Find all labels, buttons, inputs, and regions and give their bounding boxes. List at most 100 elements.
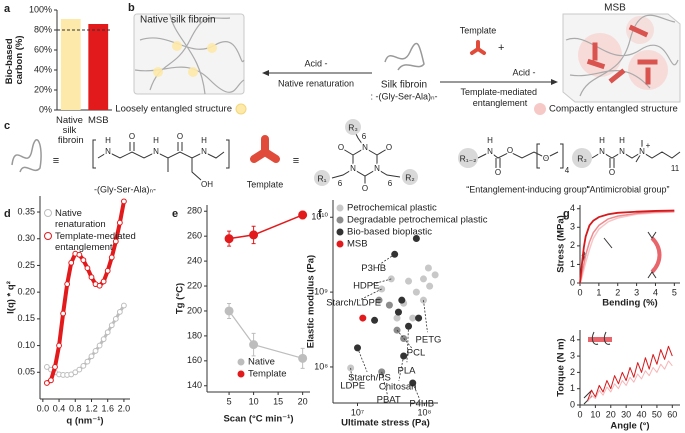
data-point <box>88 274 95 281</box>
y-tick-label: 0% <box>39 104 52 114</box>
atom-label: H <box>153 136 159 145</box>
annotation: PCL <box>407 348 425 359</box>
atom-label: + <box>646 141 651 150</box>
legend-marker <box>336 216 344 224</box>
data-point <box>249 340 259 350</box>
category-label: Native silk fibroin <box>56 115 86 146</box>
data-point <box>375 296 383 304</box>
r-label: R₂ <box>405 172 414 182</box>
x-tick-label: 1.6 <box>101 403 114 413</box>
data-point <box>80 257 87 264</box>
annotation-leader <box>423 300 428 333</box>
y-tick-label: 0.30 <box>17 233 35 243</box>
template-icon <box>250 135 280 163</box>
y-tick-label: 0.25 <box>17 260 35 270</box>
x-axis-label: Bending (%) <box>602 298 657 309</box>
atom-label: N <box>350 164 356 173</box>
data-point <box>108 322 115 329</box>
panel-letter: g <box>563 208 570 220</box>
data-point <box>43 380 50 386</box>
data-point <box>108 254 115 261</box>
series-line <box>579 210 675 284</box>
atom-label: O <box>495 168 501 177</box>
data-point <box>84 358 91 365</box>
x-tick-label: 10⁷ <box>351 407 364 417</box>
data-point <box>76 251 83 258</box>
data-point <box>298 210 308 220</box>
legend-marker <box>44 209 52 217</box>
r-label: R₃ <box>348 122 358 132</box>
legend-circle <box>534 103 546 115</box>
y-tick-label: 100% <box>29 4 52 14</box>
annotation-leader <box>396 329 413 349</box>
y-axis-label: Tg (°C) <box>175 283 186 314</box>
equiv: ≡ <box>293 155 299 167</box>
data-point <box>112 238 119 245</box>
y-tick-label: 80% <box>34 24 52 34</box>
legend-marker <box>336 204 344 212</box>
data-point <box>112 315 119 322</box>
atom-label: 6 <box>338 179 343 188</box>
atom-label: N <box>639 147 645 156</box>
atom-label: N <box>153 147 159 156</box>
data-point <box>121 198 127 205</box>
legend-label: Bio-based bioplastic <box>347 227 432 238</box>
r-circle <box>345 119 361 135</box>
atom-label: N <box>374 164 380 173</box>
arrow-right <box>440 79 558 85</box>
annotation: PBAT <box>377 394 401 405</box>
atom-label: O <box>338 143 344 152</box>
native-network <box>133 13 245 95</box>
legend-marker <box>237 358 245 366</box>
x-tick-label: 0.4 <box>53 403 66 413</box>
data-point <box>64 281 71 288</box>
x-tick-label: 20 <box>606 409 616 419</box>
peptide-bonds <box>92 139 230 181</box>
atom-label: H <box>105 136 111 145</box>
data-point <box>398 296 406 304</box>
data-point <box>415 314 423 322</box>
legend-marker <box>336 240 344 248</box>
data-point <box>96 342 103 349</box>
y-tick-label: 140 <box>187 380 202 390</box>
annotation: HDPE <box>353 280 379 291</box>
legend-label: Petrochemical plastic <box>347 203 437 214</box>
y-tick-label: 4 <box>570 334 575 344</box>
x-tick-label: 10 <box>249 396 259 406</box>
annotation: Starch/LDPE <box>326 298 381 309</box>
y-tick-label: 40% <box>34 64 52 74</box>
data-point <box>60 310 67 317</box>
annotation-leader <box>406 326 409 363</box>
data-point <box>385 301 393 309</box>
data-point <box>224 234 234 244</box>
r-label: R₃ <box>577 153 587 163</box>
atom-label: 6 <box>388 179 393 188</box>
x-tick-label: 1 <box>596 287 601 297</box>
series-line <box>228 310 303 359</box>
peptide-formula: -(Gly-Ser-Ala)ₙ- <box>94 184 156 194</box>
data-point <box>412 235 420 243</box>
data-point <box>96 282 103 289</box>
r-label: R₁₋₂ <box>460 153 477 163</box>
ring-bonds <box>331 133 401 186</box>
annotation-leader <box>350 367 353 383</box>
silk-chain <box>384 42 425 71</box>
template-label: Template <box>460 25 497 35</box>
atom-label: H <box>487 136 493 145</box>
data-point <box>121 302 127 309</box>
annotation: PLA <box>398 366 417 377</box>
x-tick-label: 0 <box>577 409 582 419</box>
y-tick-label: 2 <box>570 367 575 377</box>
x-tick-label: 60 <box>667 409 677 419</box>
arrow-label: Acid - <box>512 67 535 77</box>
arrow-label: Acid - <box>304 58 327 68</box>
x-tick-label: 5 <box>227 396 232 406</box>
data-point <box>393 314 401 322</box>
x-tick-label: 3 <box>634 287 639 297</box>
x-axis-label: Angle (°) <box>610 421 649 432</box>
template-label: Template <box>247 179 284 189</box>
atom-label: O <box>129 132 135 141</box>
data-point <box>76 366 83 373</box>
x-axis-label: Ultimate stress (Pa) <box>341 418 430 429</box>
data-point <box>92 348 99 354</box>
